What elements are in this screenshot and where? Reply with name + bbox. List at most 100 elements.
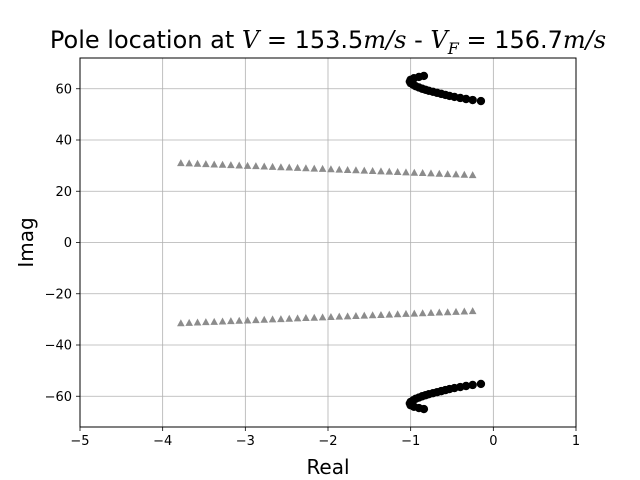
x-tick-label: −4 <box>153 434 172 449</box>
x-tick-label: −2 <box>318 434 337 449</box>
triangle-pole-marker <box>260 162 269 170</box>
triangle-pole-marker <box>377 310 385 318</box>
data-markers <box>177 71 486 414</box>
triangle-pole-marker <box>368 166 377 174</box>
triangle-pole-marker <box>202 318 210 326</box>
title-vf-unit: m/s <box>563 26 606 54</box>
title-vf-symbol: V <box>430 26 450 54</box>
triangle-pole-marker <box>293 163 302 171</box>
triangle-pole-marker <box>235 161 244 169</box>
triangle-pole-marker <box>393 168 402 176</box>
triangle-pole-marker <box>352 166 360 174</box>
x-tick-label: −1 <box>401 434 420 449</box>
triangle-pole-marker <box>368 311 377 319</box>
triangle-pole-marker <box>227 161 235 169</box>
triangle-pole-marker <box>393 310 402 318</box>
triangle-pole-marker <box>318 164 327 172</box>
y-tick-label: −20 <box>45 287 72 302</box>
triangle-pole-marker <box>418 169 427 177</box>
triangle-pole-marker <box>268 315 277 323</box>
triangle-pole-marker <box>302 164 310 172</box>
triangle-pole-marker <box>460 307 469 315</box>
title-vf-value: = 156.7 <box>459 26 563 54</box>
circle-pole-marker <box>419 404 429 414</box>
title-prefix: Pole location at <box>50 26 242 54</box>
triangle-pole-marker <box>335 165 344 173</box>
triangle-pole-marker <box>352 311 360 319</box>
triangle-pole-marker <box>410 309 419 317</box>
triangle-pole-marker <box>193 159 202 167</box>
triangle-pole-marker <box>427 169 435 177</box>
triangle-pole-marker <box>385 310 394 318</box>
triangle-pole-marker <box>210 317 219 325</box>
y-tick-label: 20 <box>55 185 72 200</box>
triangle-pole-marker <box>218 317 227 325</box>
triangle-pole-marker <box>193 318 202 326</box>
triangle-pole-marker <box>452 170 460 178</box>
triangle-pole-marker <box>227 317 235 325</box>
triangle-pole-marker <box>435 308 444 316</box>
x-tick-label: 1 <box>572 434 580 449</box>
x-axis-label: Real <box>306 455 349 479</box>
triangle-pole-marker <box>210 160 219 168</box>
triangle-pole-marker <box>277 163 285 171</box>
triangle-pole-marker <box>293 314 302 322</box>
triangle-pole-marker <box>360 311 369 319</box>
y-axis-label: Imag <box>14 217 38 267</box>
x-tick-label: −5 <box>70 434 89 449</box>
triangle-pole-marker <box>402 309 410 317</box>
triangle-pole-marker <box>185 318 193 326</box>
triangle-pole-marker <box>468 171 477 179</box>
triangle-pole-marker <box>343 312 352 320</box>
triangle-pole-marker <box>385 167 394 175</box>
triangle-pole-marker <box>243 161 252 169</box>
triangle-pole-marker <box>452 307 460 315</box>
title-v-unit: m/s <box>363 26 406 54</box>
y-tick-label: −40 <box>45 339 72 354</box>
triangle-pole-marker <box>252 162 260 170</box>
circle-pole-marker <box>468 380 477 390</box>
triangle-pole-marker <box>327 313 335 321</box>
triangle-pole-marker <box>177 159 185 167</box>
triangle-pole-marker <box>202 160 210 168</box>
triangle-pole-marker <box>435 169 444 177</box>
triangle-pole-marker <box>243 316 252 324</box>
chart-title: Pole location at V = 153.5m/s - VF = 156… <box>50 26 606 58</box>
triangle-pole-marker <box>285 163 294 171</box>
circle-pole-marker <box>468 95 477 105</box>
triangle-pole-marker <box>443 308 452 316</box>
triangle-pole-marker <box>402 168 410 176</box>
title-vf-subscript: F <box>447 39 460 58</box>
triangle-pole-marker <box>468 307 477 315</box>
triangle-pole-marker <box>443 170 452 178</box>
y-tick-label: −60 <box>45 390 72 405</box>
triangle-pole-marker <box>285 314 294 322</box>
triangle-pole-marker <box>218 160 227 168</box>
triangle-pole-marker <box>260 315 269 323</box>
y-tick-label: 0 <box>64 236 72 251</box>
title-v-symbol: V <box>242 26 262 54</box>
x-tick-label: 0 <box>489 434 497 449</box>
triangle-pole-marker <box>310 164 319 172</box>
title-separator: - <box>406 26 430 54</box>
triangle-pole-marker <box>235 316 244 324</box>
circle-pole-marker <box>476 96 486 106</box>
triangle-pole-marker <box>268 162 277 170</box>
triangle-pole-marker <box>377 167 385 175</box>
triangle-pole-marker <box>427 308 435 316</box>
triangle-pole-marker <box>277 315 285 323</box>
y-tick-label: 60 <box>55 82 72 97</box>
y-tick-label: 40 <box>55 134 72 149</box>
title-v-value: = 153.5 <box>259 26 363 54</box>
triangle-pole-marker <box>327 165 335 173</box>
axis-ticks: −5 −4 −3 −2 −1 0 1 −60 −40 −20 0 20 40 60 <box>45 82 581 449</box>
triangle-pole-marker <box>252 316 260 324</box>
triangle-pole-marker <box>418 309 427 317</box>
triangle-pole-marker <box>360 166 369 174</box>
circle-pole-marker <box>476 379 486 389</box>
triangle-pole-marker <box>410 168 419 176</box>
x-tick-label: −3 <box>236 434 255 449</box>
triangle-pole-marker <box>302 314 310 322</box>
